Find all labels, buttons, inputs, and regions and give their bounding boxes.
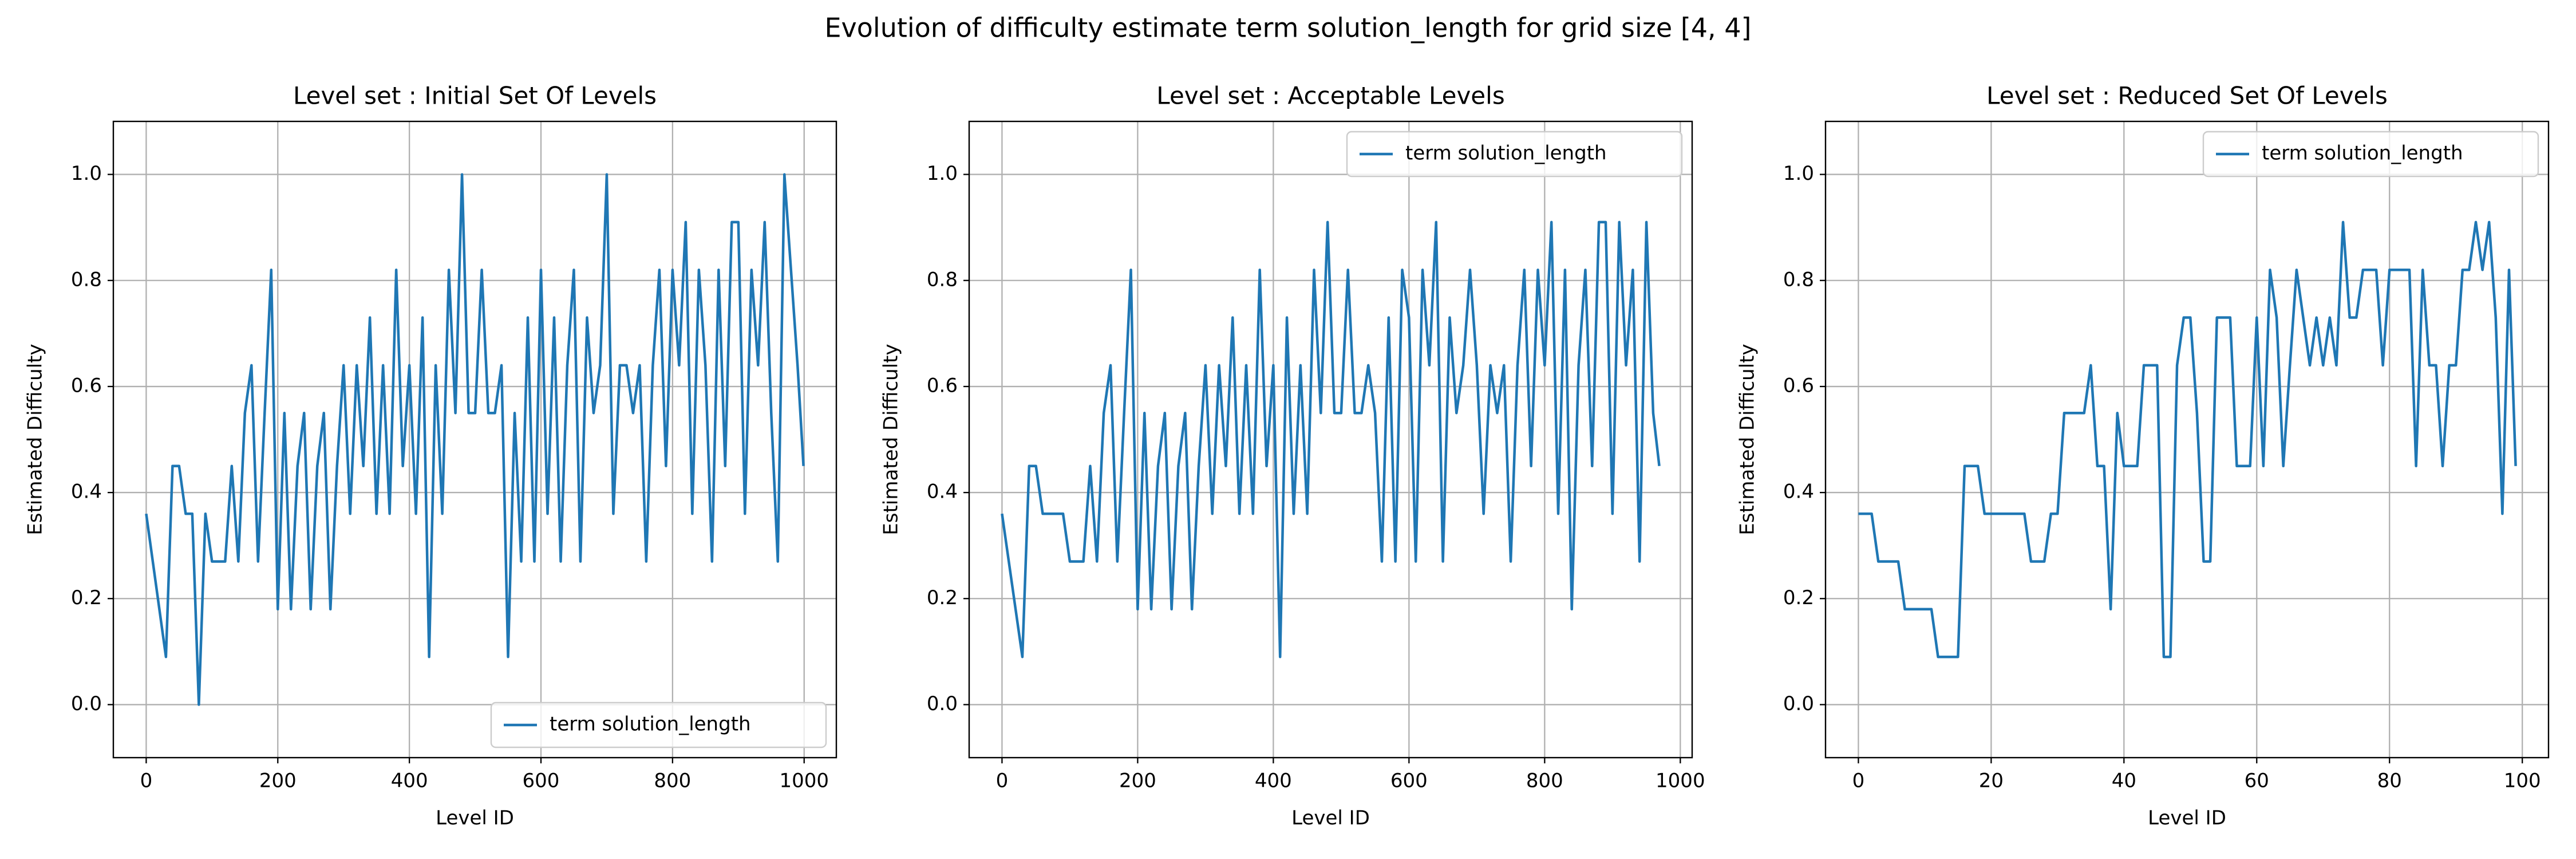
x-tick-label: 800	[1526, 770, 1563, 793]
x-tick-label: 400	[1255, 770, 1292, 793]
x-tick-label: 200	[1119, 770, 1156, 793]
y-tick-label: 1.0	[71, 162, 102, 185]
axes-frame	[112, 120, 837, 759]
y-axis-label: Estimated Difficulty	[24, 344, 47, 535]
y-tick-label: 0.2	[71, 586, 102, 609]
x-tick-label: 800	[654, 770, 691, 793]
y-tick-label: 0.2	[1783, 586, 1814, 609]
x-tick-label: 100	[2504, 770, 2541, 793]
x-tick-label: 0	[140, 770, 153, 793]
y-tick-label: 1.0	[927, 162, 958, 185]
x-tick-label: 40	[2112, 770, 2136, 793]
x-tick-label: 20	[1979, 770, 2004, 793]
legend-box	[2202, 131, 2539, 178]
y-tick-label: 0.0	[71, 692, 102, 715]
axes-title: Level set : Initial Set Of Levels	[293, 82, 657, 110]
x-tick-label: 200	[259, 770, 297, 793]
x-tick-label: 1000	[1656, 770, 1705, 793]
x-tick-label: 0	[996, 770, 1009, 793]
data-line	[145, 173, 805, 706]
x-tick-label: 80	[2377, 770, 2402, 793]
data-line	[1858, 220, 2517, 659]
x-axis-label: Level ID	[436, 807, 514, 830]
x-axis-label: Level ID	[2148, 807, 2226, 830]
y-tick-label: 0.0	[927, 692, 958, 715]
y-axis-label: Estimated Difficulty	[1736, 344, 1759, 535]
axes-title: Level set : Reduced Set Of Levels	[1986, 82, 2388, 110]
y-tick-label: 0.2	[927, 586, 958, 609]
y-tick-label: 0.8	[927, 268, 958, 291]
y-tick-label: 0.6	[71, 374, 102, 397]
y-axis-label: Estimated Difficulty	[880, 344, 903, 535]
x-tick-label: 600	[523, 770, 560, 793]
legend-label: term solution_length	[550, 713, 751, 736]
y-tick-label: 0.8	[71, 268, 102, 291]
y-tick-label: 0.6	[1783, 374, 1814, 397]
x-tick-label: 600	[1390, 770, 1428, 793]
x-tick-label: 1000	[779, 770, 829, 793]
figure-title: Evolution of difficulty estimate term so…	[824, 13, 1751, 44]
x-tick-label: 0	[1852, 770, 1865, 793]
x-axis-label: Level ID	[1291, 807, 1370, 830]
axes-frame	[1824, 120, 2550, 759]
y-tick-label: 1.0	[1783, 162, 1814, 185]
x-tick-label: 400	[391, 770, 428, 793]
axes-title: Level set : Acceptable Levels	[1156, 82, 1504, 110]
legend-box	[1346, 131, 1683, 178]
axes-frame	[968, 120, 1693, 759]
legend-label: term solution_length	[1405, 142, 1607, 165]
y-tick-label: 0.4	[927, 480, 958, 503]
y-tick-label: 0.6	[927, 374, 958, 397]
y-tick-label: 0.4	[1783, 480, 1814, 503]
y-tick-label: 0.8	[1783, 268, 1814, 291]
y-tick-label: 0.0	[1783, 692, 1814, 715]
x-tick-label: 60	[2245, 770, 2269, 793]
legend-box	[490, 702, 827, 748]
legend-label: term solution_length	[2262, 142, 2463, 165]
data-line	[1001, 220, 1661, 659]
y-tick-label: 0.4	[71, 480, 102, 503]
